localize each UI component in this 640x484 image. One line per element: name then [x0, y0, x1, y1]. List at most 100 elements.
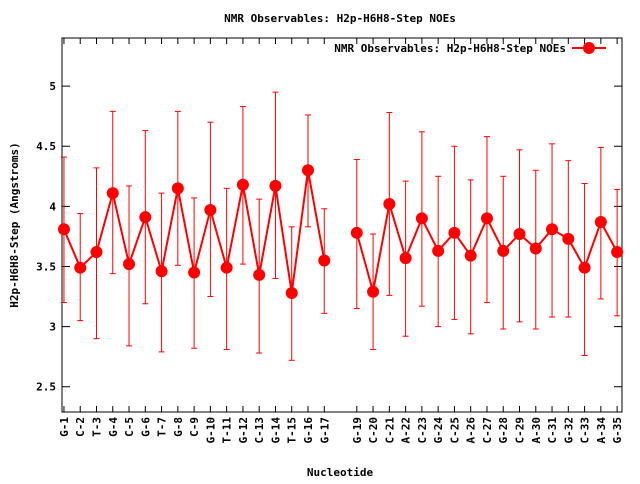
x-tick-label: C-2: [74, 417, 87, 437]
data-point: [139, 211, 152, 224]
data-point: [383, 197, 396, 210]
data-point: [106, 187, 119, 200]
series-line-segment: [274, 185, 293, 294]
series-line-segment: [583, 221, 602, 269]
data-point: [350, 226, 363, 239]
data-point: [90, 246, 103, 259]
x-tick-label: G-24: [432, 417, 445, 444]
x-tick-label: G-12: [237, 417, 250, 444]
series-line-segment: [160, 188, 179, 272]
series-line-segment: [404, 218, 423, 259]
y-tick-label: 3: [49, 321, 56, 334]
data-point: [529, 242, 542, 255]
data-point: [546, 223, 559, 236]
x-tick-label: A-34: [595, 417, 608, 444]
x-tick-label: G-10: [204, 417, 217, 444]
data-point: [480, 212, 493, 225]
data-point: [464, 249, 477, 262]
x-tick-label: C-13: [253, 417, 266, 444]
data-point: [448, 226, 461, 239]
x-tick-label: C-31: [546, 417, 559, 444]
data-point: [578, 261, 591, 274]
x-tick-label: C-5: [123, 417, 136, 437]
series-line-segment: [225, 184, 244, 268]
y-tick-label: 4.5: [36, 140, 56, 153]
x-axis-label: Nucleotide: [307, 466, 374, 479]
series-line-segment: [486, 217, 505, 252]
data-point: [253, 268, 266, 281]
data-point: [269, 179, 282, 192]
series-line-segment: [128, 216, 147, 265]
legend-label: NMR Observables: H2p-H6H8-Step NOEs: [334, 42, 566, 55]
y-tick-label: 2.5: [36, 381, 56, 394]
chart-title: NMR Observables: H2p-H6H8-Step NOEs: [224, 12, 456, 25]
series-line-segment: [290, 170, 309, 294]
data-point: [301, 164, 314, 177]
x-tick-label: C-9: [188, 417, 201, 437]
series-line-segment: [241, 184, 261, 276]
y-tick-label: 5: [49, 80, 56, 93]
x-tick-label: A-22: [400, 417, 413, 444]
series-line-segment: [469, 217, 488, 257]
data-point: [367, 285, 380, 298]
x-tick-label: T-7: [156, 417, 169, 437]
series-line-segment: [193, 209, 212, 273]
legend: NMR Observables: H2p-H6H8-Step NOEs: [334, 42, 606, 55]
data-point: [236, 178, 249, 191]
data-point: [415, 212, 428, 225]
x-tick-label: G-8: [172, 417, 185, 437]
series-line-segment: [355, 232, 375, 293]
x-tick-label: G-14: [269, 417, 282, 444]
x-tick-label: T-11: [221, 417, 234, 444]
x-tick-label: C-25: [448, 417, 461, 444]
legend-marker: [583, 42, 595, 54]
y-tick-label: 4: [49, 200, 56, 213]
x-tick-label: T-3: [90, 417, 103, 437]
data-point: [399, 252, 412, 265]
x-tick-label: G-32: [562, 417, 575, 444]
x-tick-label: G-28: [497, 417, 510, 444]
data-point: [285, 286, 298, 299]
series-line-segment: [258, 185, 277, 276]
x-tick-label: T-15: [286, 417, 299, 444]
data-point: [204, 203, 217, 216]
series-line-segment: [63, 228, 82, 269]
data-point: [57, 223, 70, 236]
data-point: [188, 266, 201, 279]
x-tick-label: G-6: [139, 417, 152, 437]
series-line-segment: [209, 209, 228, 268]
data-point: [155, 265, 168, 278]
data-point: [594, 215, 607, 228]
x-tick-label: C-21: [383, 417, 396, 444]
series-line-segment: [111, 192, 131, 265]
x-tick-label: G-16: [302, 417, 315, 444]
x-tick-label: G-19: [351, 417, 364, 444]
data-point: [74, 261, 87, 274]
x-tick-label: G-4: [107, 417, 120, 437]
x-tick-label: C-23: [416, 417, 429, 444]
x-tick-label: A-26: [465, 417, 478, 444]
data-point: [611, 246, 624, 259]
x-tick-label: A-30: [530, 417, 543, 444]
series-line-segment: [372, 203, 391, 292]
data-point: [220, 261, 233, 274]
data-point: [497, 244, 510, 257]
x-tick-label: C-29: [514, 417, 527, 444]
x-tick-label: C-20: [367, 417, 380, 444]
x-tick-label: G-35: [611, 417, 624, 444]
data-point: [318, 254, 331, 267]
series-line-segment: [307, 170, 326, 261]
series-line-segment: [176, 188, 196, 273]
series-line-segment: [144, 216, 163, 272]
data-point: [513, 228, 526, 241]
x-tick-label: G-1: [58, 417, 71, 437]
data-point: [432, 244, 445, 257]
y-tick-label: 3.5: [36, 260, 56, 273]
series-line-segment: [420, 217, 440, 252]
data-point: [562, 232, 575, 245]
series-line-segment: [388, 203, 407, 259]
plot-frame: [61, 37, 623, 413]
data-point: [171, 182, 184, 195]
x-tick-label: C-27: [481, 417, 494, 444]
